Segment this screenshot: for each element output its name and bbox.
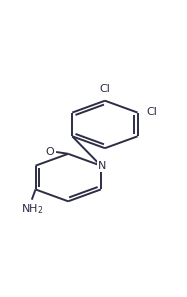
Text: N: N [98, 161, 107, 171]
Text: NH$_2$: NH$_2$ [21, 202, 43, 216]
Text: O: O [45, 147, 54, 157]
Text: Cl: Cl [99, 84, 110, 94]
Text: Cl: Cl [147, 107, 158, 117]
